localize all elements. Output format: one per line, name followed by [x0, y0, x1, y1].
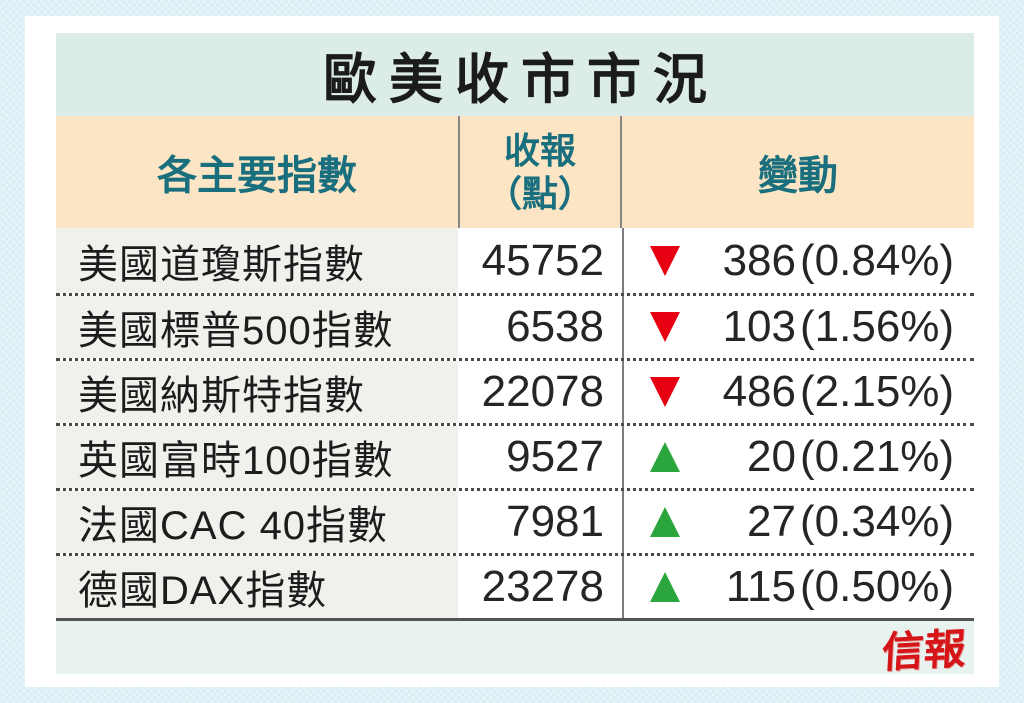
market-table: 歐美收市市況 各主要指數 收報 （點） 變動 美國道瓊斯指數 45752 386… — [56, 33, 974, 676]
column-header-change: 變動 — [758, 154, 838, 198]
table-row: 美國道瓊斯指數 45752 386 (0.84%) — [56, 228, 974, 293]
table-row: 法國CAC 40指數 7981 27 (0.34%) — [56, 488, 974, 553]
change-percent: (0.34%) — [800, 497, 955, 546]
change-value: 386 — [722, 235, 796, 285]
hkej-brand-logo: 信報 — [880, 624, 968, 677]
index-name: 英國富時100指數 — [56, 426, 458, 488]
change-value: 103 — [722, 302, 796, 351]
column-header-index: 各主要指數 — [157, 154, 357, 198]
index-name: 美國標普500指數 — [56, 296, 458, 358]
table-row: 美國納斯特指數 22078 486 (2.15%) — [56, 358, 974, 423]
change-value: 20 — [747, 432, 796, 481]
change-value: 115 — [725, 562, 796, 611]
close-value: 6538 — [506, 302, 604, 351]
index-name: 美國納斯特指數 — [56, 361, 458, 423]
close-value: 7981 — [506, 497, 604, 546]
change-cell: 20 (0.21%) — [622, 426, 974, 488]
close-label-line1: 收報 — [503, 129, 576, 171]
index-name: 美國道瓊斯指數 — [56, 228, 458, 293]
change-cell: 386 (0.84%) — [622, 228, 974, 293]
change-cell: 115 (0.50%) — [622, 556, 974, 618]
close-value: 9527 — [506, 432, 604, 481]
table-title-bar: 歐美收市市況 — [56, 33, 974, 116]
change-direction-icon — [650, 312, 680, 342]
table-row: 美國標普500指數 6538 103 (1.56%) — [56, 293, 974, 358]
change-percent: (0.84%) — [800, 235, 955, 285]
change-percent: (2.15%) — [800, 367, 955, 416]
table-header-row: 各主要指數 收報 （點） 變動 — [56, 116, 974, 228]
change-direction-icon — [650, 442, 680, 472]
index-name: 德國DAX指數 — [56, 556, 458, 618]
index-name: 法國CAC 40指數 — [56, 491, 458, 553]
change-direction-icon — [650, 507, 680, 537]
change-value: 27 — [747, 497, 796, 546]
close-value: 23278 — [481, 562, 604, 611]
change-direction-icon — [650, 245, 680, 276]
change-direction-icon — [650, 572, 680, 602]
change-percent: (0.21%) — [800, 432, 955, 481]
table-row: 德國DAX指數 23278 115 (0.50%) — [56, 553, 974, 618]
change-value: 486 — [722, 367, 796, 416]
change-percent: (0.50%) — [800, 562, 955, 611]
change-cell: 486 (2.15%) — [622, 361, 974, 423]
close-value: 22078 — [481, 367, 604, 416]
table-title: 歐美收市市況 — [323, 50, 719, 110]
change-direction-icon — [650, 377, 680, 407]
close-value: 45752 — [481, 235, 604, 285]
table-row: 英國富時100指數 9527 20 (0.21%) — [56, 423, 974, 488]
table-footer: 信報 — [56, 618, 974, 676]
change-percent: (1.56%) — [800, 302, 955, 351]
change-cell: 27 (0.34%) — [622, 491, 974, 553]
change-cell: 103 (1.56%) — [622, 296, 974, 358]
column-header-close: 收報 （點） — [458, 116, 622, 228]
close-label-line2: （點） — [485, 173, 594, 214]
